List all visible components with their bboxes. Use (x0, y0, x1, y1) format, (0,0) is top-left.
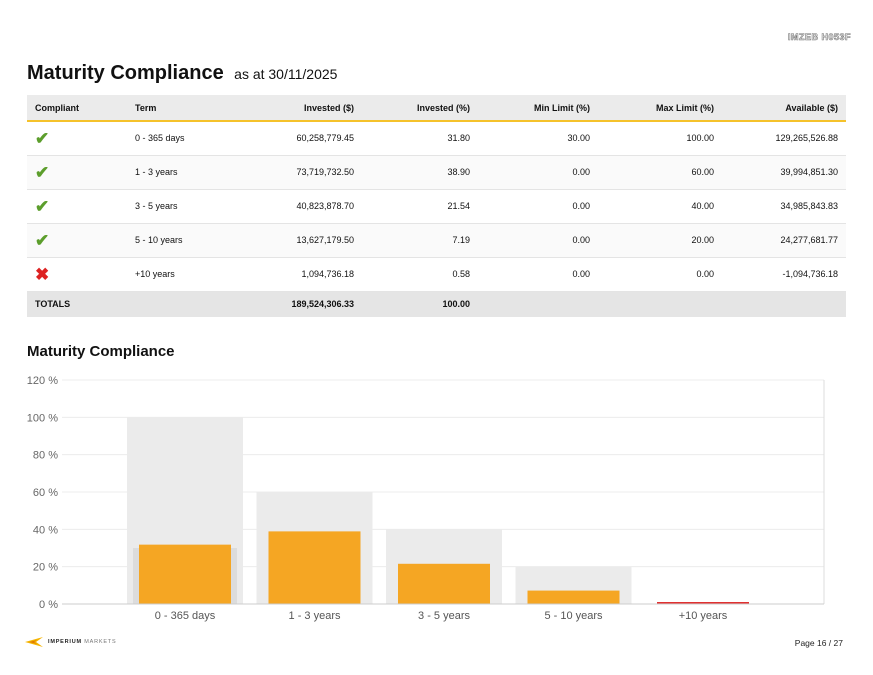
invested-pct-cell: 21.54 (362, 189, 478, 224)
max-limit-cell: 20.00 (598, 223, 722, 258)
y-tick-label: 60 % (33, 487, 58, 499)
invested-cell: 40,823,878.70 (237, 189, 362, 224)
maturity-bar-chart: 0 % 20 % 40 % 60 % 80 % 100 % 120 % 0 - 365 day… (27, 375, 825, 622)
invested-pct-cell: 0.58 (362, 257, 478, 292)
table-row: ✔ 5 - 10 years 13,627,179.50 7.19 0.00 2… (27, 223, 846, 258)
logo-text: IMPERIUM MARKETS (48, 639, 117, 645)
imperium-logo: IMPERIUM MARKETS (25, 635, 116, 649)
invested-cell: 13,627,179.50 (237, 223, 362, 258)
y-tick-label: 0 % (39, 599, 58, 611)
invested-cell: 60,258,779.45 (237, 121, 362, 156)
header-invested-pct: Invested (%) (362, 95, 478, 122)
invested-bar (527, 590, 620, 604)
x-tick-label: +10 years (679, 610, 728, 622)
compliant-cell: ✔ (27, 189, 127, 224)
y-tick-label: 120 % (27, 375, 58, 387)
table-row: ✔ 0 - 365 days 60,258,779.45 31.80 30.00… (27, 121, 846, 156)
term-cell: 5 - 10 years (127, 223, 237, 258)
x-tick-label: 3 - 5 years (418, 610, 470, 622)
compliant-cell: ✖ (27, 257, 127, 292)
min-limit-cell: 0.00 (478, 189, 598, 224)
invested-cell: 73,719,732.50 (237, 155, 362, 190)
available-cell: 34,985,843.83 (722, 189, 846, 224)
totals-invested: 189,524,306.33 (237, 290, 362, 317)
totals-invested-pct: 100.00 (362, 290, 478, 317)
invested-pct-cell: 31.80 (362, 121, 478, 156)
check-icon: ✔ (35, 230, 50, 250)
totals-label: TOTALS (27, 290, 127, 317)
term-cell: +10 years (127, 257, 237, 292)
totals-row: TOTALS 189,524,306.33 100.00 (27, 290, 846, 317)
document-code: IMZEB H053F (787, 32, 851, 43)
header-compliant: Compliant (27, 95, 127, 122)
y-tick-label: 40 % (33, 524, 58, 536)
check-icon: ✔ (35, 128, 50, 148)
invested-pct-cell: 7.19 (362, 223, 478, 258)
compliant-cell: ✔ (27, 121, 127, 156)
compliance-table: Compliant Term Invested ($) Invested (%)… (27, 95, 846, 317)
page-heading: Maturity Compliance as at 30/11/2025 (27, 62, 337, 85)
available-cell: 129,265,526.88 (722, 121, 846, 156)
logo-mark-icon (25, 637, 43, 647)
cross-icon: ✖ (35, 264, 50, 284)
header-available: Available ($) (722, 95, 846, 122)
compliant-cell: ✔ (27, 223, 127, 258)
y-tick-label: 80 % (33, 450, 58, 462)
table-row: ✔ 1 - 3 years 73,719,732.50 38.90 0.00 6… (27, 155, 846, 190)
max-limit-cell: 100.00 (598, 121, 722, 156)
y-tick-label: 20 % (33, 562, 58, 574)
check-icon: ✔ (35, 196, 50, 216)
header-max-limit: Max Limit (%) (598, 95, 722, 122)
chart-title: Maturity Compliance (27, 343, 175, 360)
header-min-limit: Min Limit (%) (478, 95, 598, 122)
check-icon: ✔ (35, 162, 50, 182)
min-limit-cell: 0.00 (478, 257, 598, 292)
invested-bar (398, 563, 490, 604)
page-title: Maturity Compliance (27, 62, 224, 84)
invested-bar (657, 602, 749, 604)
y-tick-label: 100 % (27, 412, 58, 424)
table-row: ✖ +10 years 1,094,736.18 0.58 0.00 0.00 … (27, 257, 846, 292)
invested-pct-cell: 38.90 (362, 155, 478, 190)
invested-bar (139, 544, 231, 604)
term-cell: 0 - 365 days (127, 121, 237, 156)
invested-bar (268, 531, 361, 604)
min-limit-cell: 30.00 (478, 121, 598, 156)
compliant-cell: ✔ (27, 155, 127, 190)
page-subtitle: as at 30/11/2025 (234, 66, 338, 82)
term-cell: 1 - 3 years (127, 155, 237, 190)
x-tick-label: 0 - 365 days (155, 610, 216, 622)
min-limit-cell: 0.00 (478, 223, 598, 258)
max-limit-cell: 60.00 (598, 155, 722, 190)
x-tick-label: 5 - 10 years (544, 610, 603, 622)
x-tick-label: 1 - 3 years (289, 610, 341, 622)
available-cell: 39,994,851.30 (722, 155, 846, 190)
max-limit-cell: 40.00 (598, 189, 722, 224)
available-cell: 24,277,681.77 (722, 223, 846, 258)
table-row: ✔ 3 - 5 years 40,823,878.70 21.54 0.00 4… (27, 189, 846, 224)
header-term: Term (127, 95, 237, 122)
term-cell: 3 - 5 years (127, 189, 237, 224)
page-number: Page 16 / 27 (794, 638, 843, 648)
table-header-row: Compliant Term Invested ($) Invested (%)… (27, 95, 846, 122)
invested-cell: 1,094,736.18 (237, 257, 362, 292)
header-invested: Invested ($) (237, 95, 362, 122)
max-limit-cell: 0.00 (598, 257, 722, 292)
available-cell: -1,094,736.18 (722, 257, 846, 292)
min-limit-cell: 0.00 (478, 155, 598, 190)
